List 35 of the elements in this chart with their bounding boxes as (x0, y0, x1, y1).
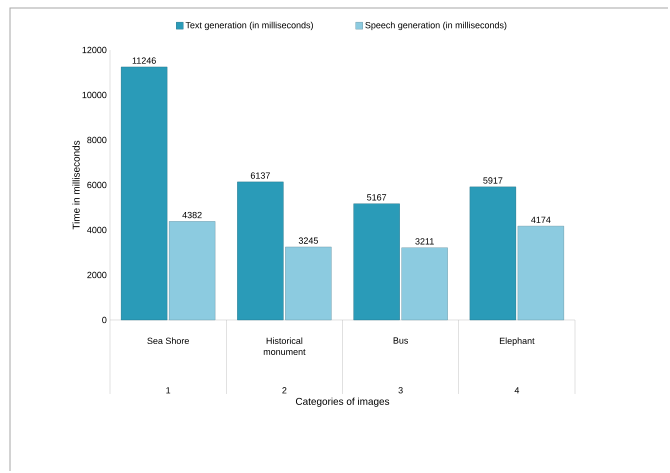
data-label: 11246 (132, 57, 156, 64)
data-label: 4174 (531, 216, 551, 223)
bar (285, 246, 332, 320)
y-tick-label: 4000 (87, 226, 106, 234)
y-tick-label: 0 (102, 316, 106, 324)
bar (401, 248, 448, 320)
bar (168, 221, 216, 320)
x-tick-label: Bus (394, 337, 408, 344)
text: 2 (282, 387, 286, 394)
x-tick-label: Sea Shore (147, 337, 189, 344)
data-label: 3245 (298, 237, 318, 244)
y-tick-label: 8000 (87, 136, 106, 144)
y-tick-label: 10000 (82, 92, 106, 98)
data-label: 5917 (483, 177, 502, 184)
y-tick-label: 12000 (82, 46, 106, 54)
text: 3 (398, 387, 403, 394)
data-label: 4382 (182, 212, 202, 218)
data-label: 5167 (367, 194, 386, 201)
bar (470, 186, 516, 320)
data-label: 3211 (415, 238, 434, 245)
x-tick-label: Elephant (500, 337, 535, 346)
legend-label: Speech generation (in milliseconds) (365, 22, 506, 30)
x-axis-title: Categories of images (296, 398, 390, 407)
y-tick-label: 2000 (87, 272, 106, 278)
x-tick-label: Historical monument (264, 337, 306, 355)
y-tick-label: 6000 (87, 182, 106, 188)
text: 4 (514, 387, 520, 394)
text: 1 (166, 387, 170, 394)
bar (518, 226, 564, 320)
legend-label: Text generation (in milliseconds) (186, 22, 313, 30)
bar (353, 204, 400, 320)
bar (120, 66, 168, 320)
y-axis-title: Time in milliseconds (72, 140, 80, 230)
bar (237, 182, 284, 320)
data-label: 6137 (250, 172, 270, 179)
